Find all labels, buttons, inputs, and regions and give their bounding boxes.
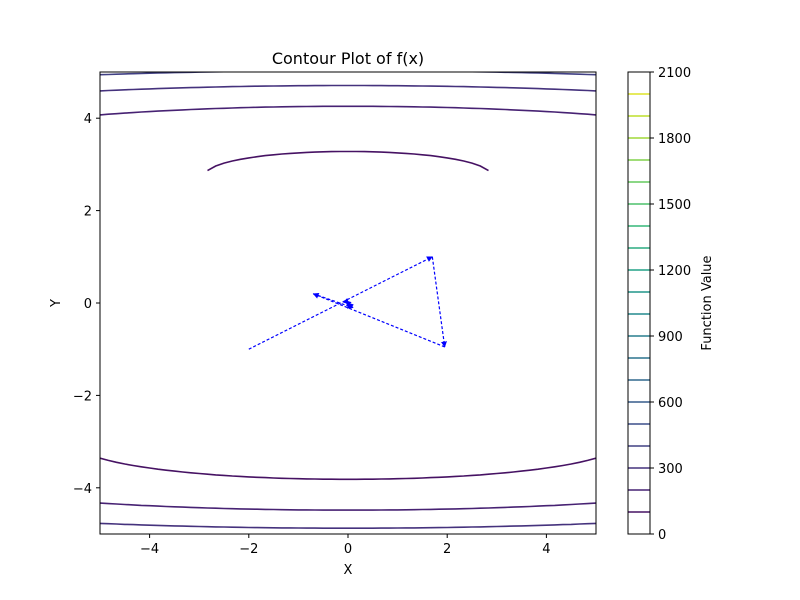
- contour-line-200-bottom: [100, 502, 596, 511]
- contour-line-700-top: [100, 40, 596, 43]
- contour-line-900-bottom: [100, 583, 596, 585]
- colorbar-tick-label: 2100: [658, 66, 691, 81]
- contour-line-1100-top: [100, 13, 596, 15]
- contour-line-200-top: [100, 105, 596, 116]
- contour-line-100-bottom: [100, 457, 596, 481]
- contour-line-900-top: [100, 25, 596, 27]
- contour-line-1100-bottom: [100, 595, 596, 597]
- y-tick-label: 2: [84, 205, 92, 220]
- x-tick-label: −2: [239, 542, 258, 557]
- contour-line-1300-top: [100, 3, 596, 4]
- path-step: [312, 293, 445, 348]
- colorbar-tick-label: 1200: [658, 264, 691, 279]
- colorbar-tick-label: 1500: [658, 198, 691, 213]
- contour-lines: [100, 3, 596, 597]
- path-step: [342, 298, 350, 305]
- contour-line-100-top: [207, 150, 489, 172]
- path-step: [347, 302, 354, 309]
- colorbar-label: Function Value: [700, 255, 715, 350]
- optimization-path: [248, 256, 447, 350]
- colorbar-frame: [627, 71, 651, 535]
- y-axis-label: Y: [49, 299, 64, 308]
- colorbar-tick-label: 600: [658, 396, 683, 411]
- y-tick-label: −2: [73, 389, 92, 404]
- y-tick-label: −4: [73, 482, 92, 497]
- y-tick-label: 4: [84, 112, 92, 127]
- path-step: [431, 256, 447, 348]
- contour-line-1200-top: [100, 7, 596, 9]
- chart-title: Contour Plot of f(x): [272, 49, 424, 68]
- contour-line-300-bottom: [100, 522, 596, 529]
- x-tick-label: 4: [542, 542, 550, 557]
- contour-line-1000-top: [100, 19, 596, 21]
- colorbar-tick-label: 0: [658, 528, 666, 543]
- colorbar-tick-label: 900: [658, 330, 683, 345]
- x-axis-ticks: −4 −2 0 2 4: [140, 534, 551, 557]
- colorbar-tick-label: 300: [658, 462, 683, 477]
- colorbar-tick-label: 1800: [658, 132, 691, 147]
- y-axis-ticks: −4 −2 0 2 4: [73, 112, 100, 497]
- path-step: [248, 256, 433, 350]
- x-tick-label: −4: [140, 542, 159, 557]
- y-tick-label: 0: [84, 297, 92, 312]
- contour-line-300-top: [100, 84, 596, 92]
- contour-line-800-top: [100, 32, 596, 34]
- colorbar: 0 300 600 900 1200 1500 1800 2100: [627, 66, 691, 543]
- x-tick-label: 0: [344, 542, 352, 557]
- x-axis-label: X: [344, 563, 353, 578]
- contour-line-1000-bottom: [100, 589, 596, 591]
- path-step: [313, 293, 354, 309]
- contour-line-400-top: [100, 72, 596, 76]
- contour-line-600-bottom: [100, 560, 596, 563]
- x-tick-label: 2: [443, 542, 451, 557]
